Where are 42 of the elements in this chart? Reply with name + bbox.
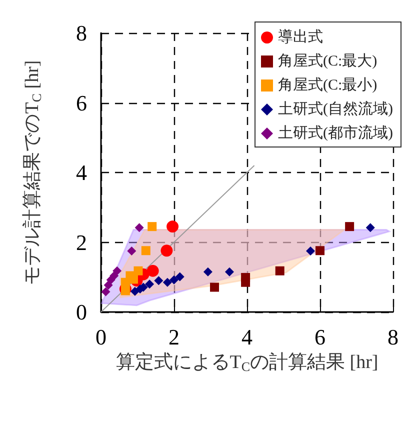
point xyxy=(146,264,159,277)
point xyxy=(345,222,354,232)
x-tick-label: 4 xyxy=(242,324,252,350)
legend-label: 土研式(自然流域) xyxy=(278,100,394,118)
point xyxy=(101,287,110,296)
point xyxy=(141,246,150,256)
y-axis-title: モデル計算結果でのTC [hr] xyxy=(22,60,44,285)
y-tick-label: 8 xyxy=(76,20,87,46)
point xyxy=(120,286,130,296)
point xyxy=(166,220,179,233)
point xyxy=(224,267,234,276)
point xyxy=(275,266,284,276)
y-tick-label: 4 xyxy=(76,160,87,185)
point xyxy=(170,275,178,284)
y-tick-label: 2 xyxy=(76,230,87,255)
point xyxy=(306,246,316,256)
point xyxy=(154,276,164,286)
legend-label: 導出式 xyxy=(278,28,324,46)
point xyxy=(127,246,136,256)
point xyxy=(130,286,140,296)
legend-label: 角屋式(C:最小) xyxy=(278,76,378,94)
point xyxy=(162,278,172,287)
x-tick-label: 8 xyxy=(388,324,398,350)
point xyxy=(160,244,173,257)
point xyxy=(134,266,143,276)
point xyxy=(241,278,250,287)
point xyxy=(203,267,212,276)
x-tick-label: 0 xyxy=(96,324,106,350)
point xyxy=(134,223,144,232)
point xyxy=(366,223,375,232)
x-tick-label: 6 xyxy=(314,324,326,350)
point xyxy=(316,246,324,256)
legend-label: 土研式(都市流域) xyxy=(278,124,394,142)
point xyxy=(175,272,184,282)
x-tick-label: 2 xyxy=(168,324,180,350)
y-tick-label: 6 xyxy=(76,90,87,116)
point xyxy=(210,282,220,292)
point xyxy=(104,280,113,290)
legend-label: 角屋式(C:最大) xyxy=(278,52,378,70)
point xyxy=(145,280,154,289)
point xyxy=(148,222,157,232)
y-tick-label: 0 xyxy=(76,300,87,324)
